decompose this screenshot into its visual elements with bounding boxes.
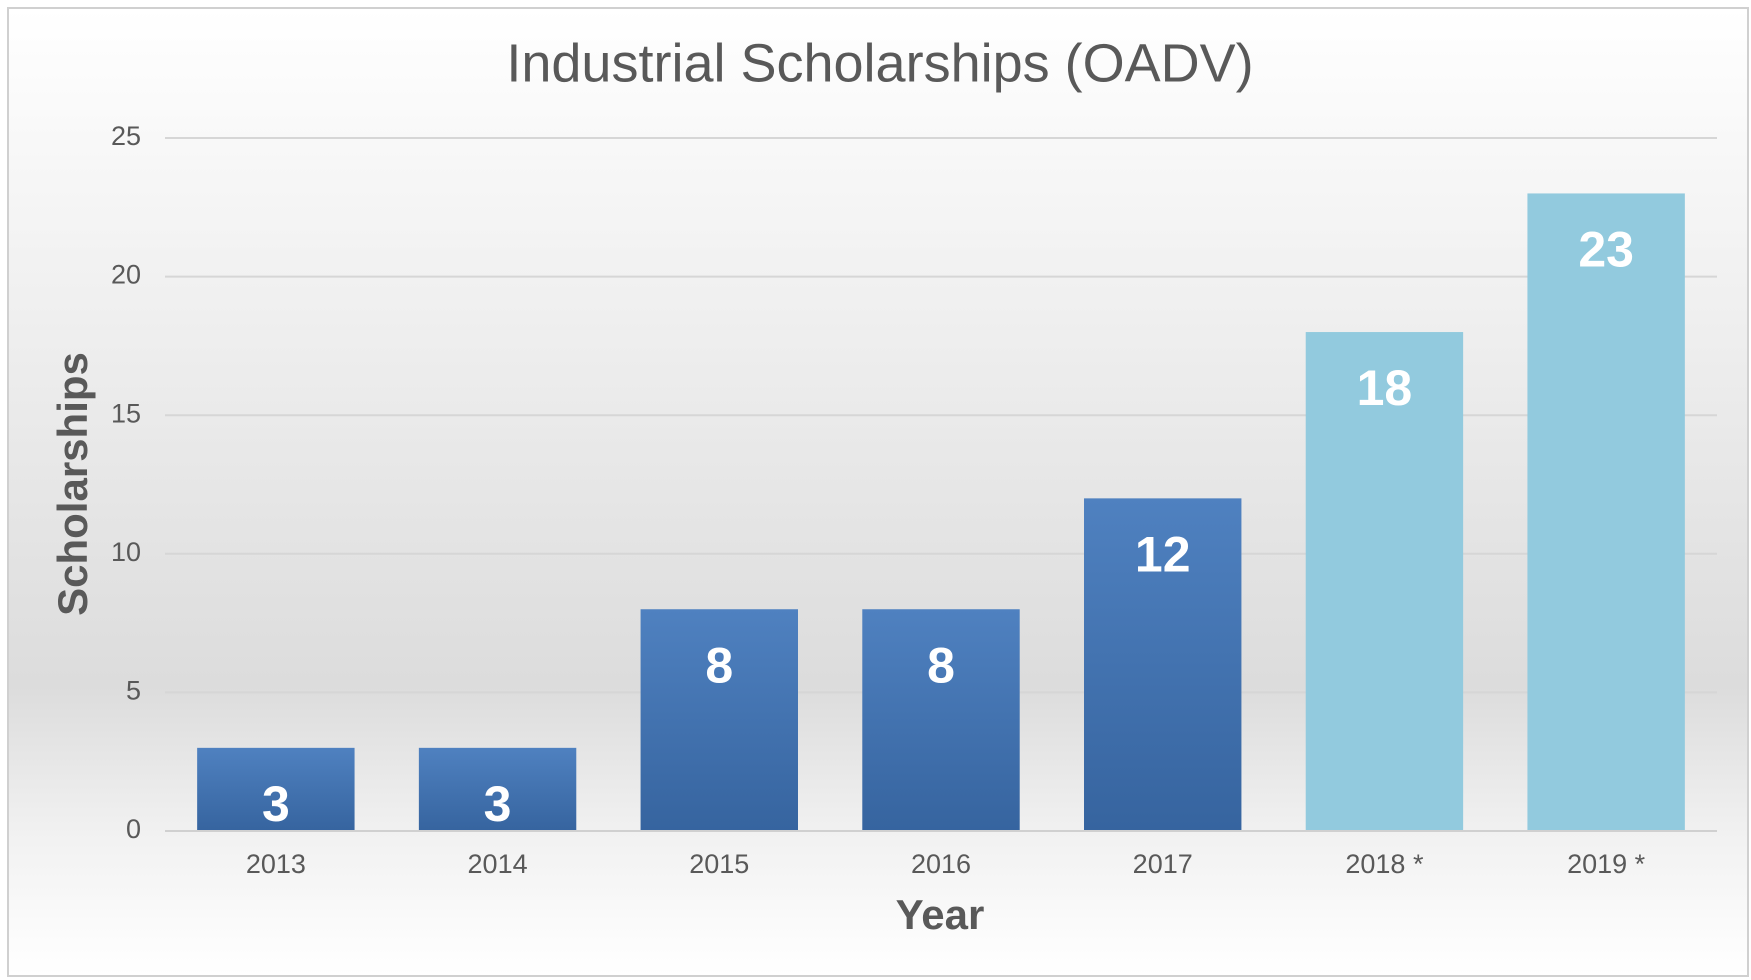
data-label: 12 (1135, 527, 1191, 583)
bar (197, 747, 355, 831)
data-label: 8 (705, 637, 733, 693)
chart-title: Industrial Scholarships (OADV) (506, 33, 1253, 93)
x-tick-label: 2013 (246, 849, 306, 879)
data-label: 3 (484, 776, 512, 832)
y-tick-label: 15 (111, 398, 141, 428)
data-label: 8 (927, 637, 955, 693)
bar (862, 609, 1020, 831)
x-tick-label: 2018 * (1345, 849, 1424, 879)
x-tick-label: 2014 (468, 849, 528, 879)
x-tick-label: 2016 (911, 849, 971, 879)
bar (418, 747, 577, 831)
x-axis-label: Year (896, 891, 985, 938)
bar (640, 609, 798, 831)
x-tick-label: 2015 (689, 849, 749, 879)
y-tick-label: 10 (111, 537, 141, 567)
data-label: 18 (1357, 360, 1413, 416)
y-tick-label: 0 (126, 814, 141, 844)
x-tick-label: 2017 (1133, 849, 1193, 879)
y-tick-label: 25 (111, 121, 141, 151)
x-tick-label: 2019 * (1567, 849, 1646, 879)
bar (1527, 193, 1685, 831)
y-tick-label: 5 (126, 676, 141, 706)
y-axis-label: Scholarships (49, 352, 96, 616)
data-label: 3 (262, 776, 290, 832)
y-tick-label: 20 (111, 260, 141, 290)
bar (1084, 498, 1242, 831)
bar (1305, 332, 1464, 831)
data-label: 23 (1578, 222, 1634, 278)
